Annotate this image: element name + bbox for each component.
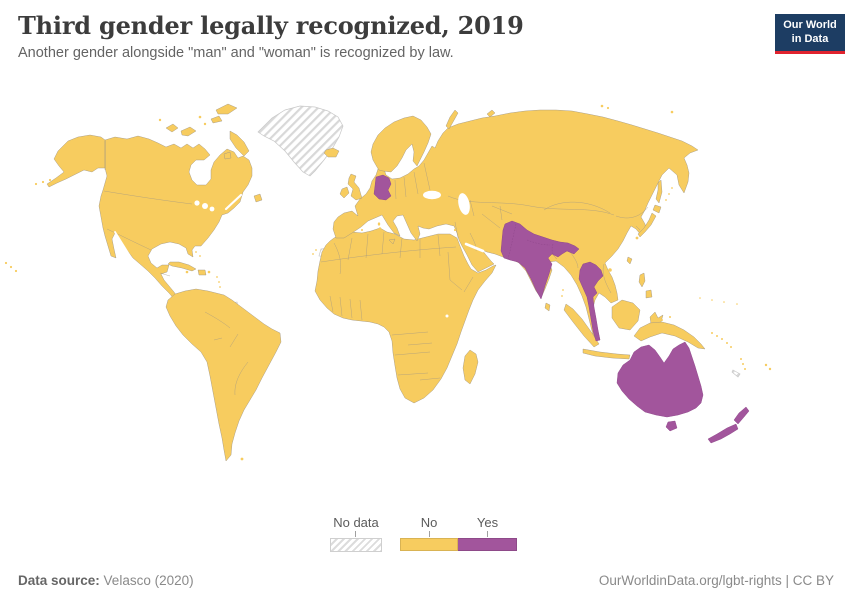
country-cuba[interactable] [167,261,197,272]
country-united-kingdom[interactable] [347,173,363,201]
lake-victoria [445,314,449,318]
island-devon[interactable] [210,115,223,124]
legend-yes-tick [487,531,488,537]
legend-no-data-swatch[interactable] [330,538,382,552]
black-sea [423,190,441,200]
island-baffin[interactable] [229,130,250,157]
island-hispaniola[interactable] [197,269,207,276]
island-mindanao-philippines[interactable] [645,289,653,299]
island-sicily[interactable] [388,238,396,245]
owid-logo-line1: Our World [783,19,837,31]
chart-header: Third gender legally recognized, 2019 An… [18,12,770,61]
region-scandinavia[interactable] [370,115,432,173]
legend-color-bar [400,538,517,551]
data-source-label: Data source: [18,573,100,588]
island-severnaya[interactable] [486,109,496,118]
country-greenland[interactable] [257,105,344,177]
country-new-zealand-north[interactable] [733,406,750,425]
gulf-of-california [114,231,131,257]
st-lawrence [224,193,243,211]
chart-title: Third gender legally recognized, 2019 [18,11,524,40]
map-countries-yes [373,174,750,444]
country-new-zealand-south[interactable] [707,423,739,444]
legend-no-data-tick [355,531,356,537]
island-hokkaido[interactable] [652,204,662,214]
landmass-south-america[interactable] [165,288,282,462]
island-novaya-zemlya[interactable] [445,109,459,130]
caspian-sea [458,193,470,215]
data-source-value: Velasco (2020) [103,573,194,588]
south-asia-internal-borders [507,223,558,260]
island-newfoundland[interactable] [253,193,263,203]
country-borders [103,141,649,396]
lakes-and-seas [114,190,485,318]
footer-link[interactable]: OurWorldinData.org/lgbt-rights | CC BY [598,573,834,588]
island-southampton[interactable] [223,151,232,160]
landmass-north-america[interactable] [98,135,253,311]
island-ellesmere[interactable] [215,103,238,115]
country-thailand[interactable] [578,261,604,342]
island-borneo[interactable] [611,299,641,331]
country-iceland[interactable] [323,147,340,158]
great-lake-west [194,200,200,206]
persian-gulf [464,242,485,253]
country-ireland[interactable] [339,186,350,199]
island-luzon-philippines[interactable] [638,272,646,288]
map-legend: No data No Yes [330,515,530,555]
owid-logo-line2: in Data [791,32,829,45]
country-madagascar[interactable] [462,349,479,385]
legend-yes-swatch[interactable] [458,538,517,551]
island-banks[interactable] [165,123,179,133]
country-germany[interactable] [373,174,392,201]
region-new-caledonia[interactable] [731,369,741,378]
island-java[interactable] [582,348,631,360]
island-victoria[interactable] [180,126,197,137]
legend-yes-label: Yes [476,515,499,530]
legend-no-swatch[interactable] [400,538,458,551]
country-australia[interactable] [616,341,704,418]
chart-subtitle: Another gender alongside "man" and "woma… [18,44,454,61]
country-alaska[interactable] [46,134,106,188]
island-sakhalin[interactable] [655,179,663,204]
chart-footer: Data source: Velasco (2020) OurWorldinDa… [18,573,834,588]
island-taiwan[interactable] [626,256,633,265]
country-japan[interactable] [637,212,657,238]
legend-no-data-label: No data [333,515,379,530]
island-sumatra[interactable] [563,303,600,348]
country-tasmania[interactable] [665,420,678,432]
island-new-guinea[interactable] [633,321,706,350]
owid-logo[interactable]: Our World in Data [775,14,845,54]
legend-no-label: No [420,515,438,530]
country-sri-lanka[interactable] [544,302,551,312]
small-islands-dots[interactable] [4,104,772,461]
data-source: Data source: Velasco (2020) [18,573,194,588]
landmass-africa[interactable] [314,227,497,404]
great-lake-mid [202,203,208,209]
great-lake-east [209,206,215,212]
legend-no-tick [429,531,430,537]
region-south-asia[interactable] [500,220,580,300]
